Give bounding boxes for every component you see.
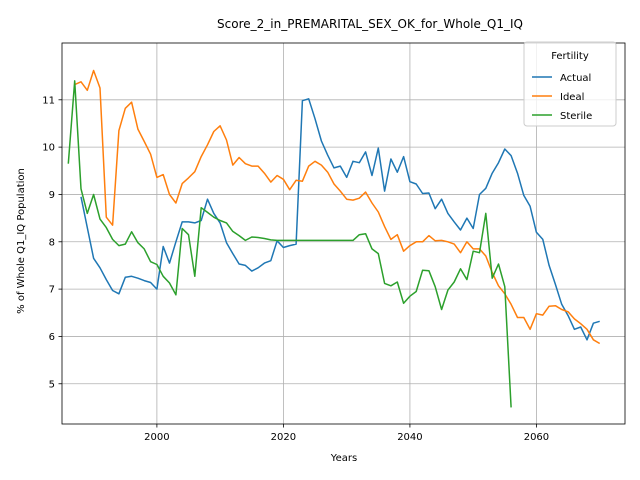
y-tick-label: 8	[49, 237, 55, 248]
x-tick-label: 2040	[397, 432, 422, 443]
y-tick-label: 10	[42, 143, 55, 154]
x-tick-label: 2060	[524, 432, 549, 443]
plot-frame	[61, 42, 626, 425]
chart-title: Score_2_in_PREMARITAL_SEX_OK_for_Whole_Q…	[217, 17, 523, 31]
legend: Fertility Actual Ideal Sterile	[523, 41, 617, 127]
y-tick-label: 11	[42, 95, 55, 106]
y-tick-label: 9	[49, 190, 55, 201]
legend-label-ideal: Ideal	[560, 92, 584, 103]
series-layer	[67, 69, 601, 408]
x-axis-label: Years	[330, 453, 357, 464]
x-tick-label: 2000	[144, 432, 169, 443]
legend-title: Fertility	[551, 51, 589, 62]
y-tick-label: 5	[49, 379, 55, 390]
y-tick-label: 7	[49, 285, 55, 296]
legend-box	[523, 41, 617, 127]
y-axis-label: % of Whole Q1_IQ Population	[16, 168, 27, 314]
x-tick-label: 2020	[271, 432, 296, 443]
legend-label-actual: Actual	[560, 73, 591, 84]
y-axis: 5 6 7 8 9 10 11	[42, 95, 62, 390]
series-line-actual	[80, 98, 600, 341]
series-line-ideal	[74, 69, 601, 345]
x-axis: 2000 2020 2040 2060	[144, 424, 549, 443]
series-line-sterile	[67, 80, 512, 408]
y-tick-label: 6	[49, 332, 55, 343]
legend-label-sterile: Sterile	[560, 111, 592, 122]
